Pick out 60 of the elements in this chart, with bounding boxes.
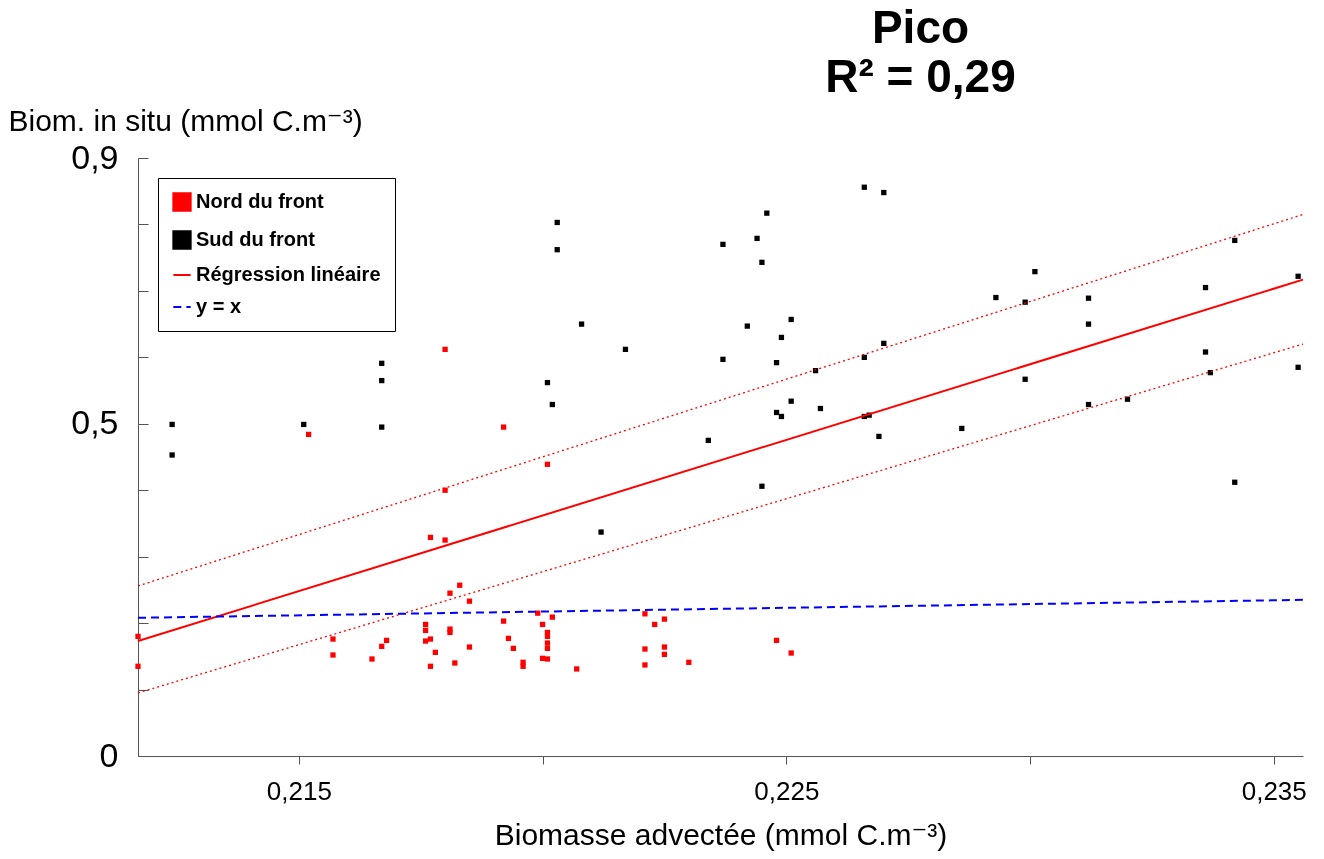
point: [744, 323, 750, 329]
point: [661, 644, 668, 650]
y-axis-title: Biom. in situ (mmol C.m⁻³): [8, 103, 363, 137]
point: [135, 633, 141, 640]
point: [379, 424, 385, 430]
point: [442, 346, 448, 353]
point: [642, 662, 648, 668]
point: [642, 646, 648, 652]
point: [1295, 364, 1301, 370]
point: [442, 487, 448, 493]
point: [720, 241, 726, 248]
legend-label: y = x: [196, 295, 242, 317]
point: [759, 483, 765, 489]
chart-subtitle: R² = 0,29: [825, 50, 1016, 102]
x-tick-label: 0,235: [1241, 775, 1307, 806]
point: [993, 294, 999, 301]
point: [330, 652, 336, 658]
point: [544, 640, 551, 646]
point: [1202, 349, 1209, 355]
point: [442, 537, 448, 543]
x-axis-title: Biomasse advectée (mmol C.m⁻³): [494, 817, 948, 851]
y-tick-label: 0,5: [71, 403, 119, 442]
point: [500, 424, 507, 430]
point: [500, 618, 507, 624]
point: [788, 650, 794, 656]
point: [598, 529, 604, 535]
x-tick-label: 0,215: [266, 775, 332, 806]
point: [169, 421, 175, 428]
legend-label: Nord du front: [196, 190, 325, 212]
point: [876, 433, 882, 440]
y-tick-label: 0: [99, 735, 119, 774]
point: [754, 235, 760, 242]
chart-title: Pico: [871, 1, 970, 53]
point: [720, 356, 726, 362]
x-tick-label: 0,225: [754, 775, 820, 806]
legend-label: Régression linéaire: [196, 263, 381, 285]
point: [452, 660, 458, 666]
y-tick-label: 0,9: [71, 137, 119, 176]
point: [1295, 273, 1301, 279]
point: [1085, 321, 1092, 327]
point: [427, 636, 434, 642]
point: [1032, 268, 1038, 275]
point: [661, 616, 668, 622]
point: [422, 638, 429, 644]
point: [330, 636, 336, 642]
point: [642, 611, 648, 617]
point: [759, 259, 765, 265]
point: [520, 659, 526, 665]
legend-label: Sud du front: [196, 228, 316, 250]
point: [466, 644, 473, 650]
point: [169, 452, 175, 458]
point: [549, 614, 555, 620]
point: [544, 656, 551, 662]
point: [447, 629, 453, 636]
point: [574, 666, 580, 672]
point: [535, 610, 541, 616]
point: [578, 321, 585, 327]
point: [135, 663, 141, 669]
point: [447, 590, 453, 596]
point: [369, 656, 375, 662]
